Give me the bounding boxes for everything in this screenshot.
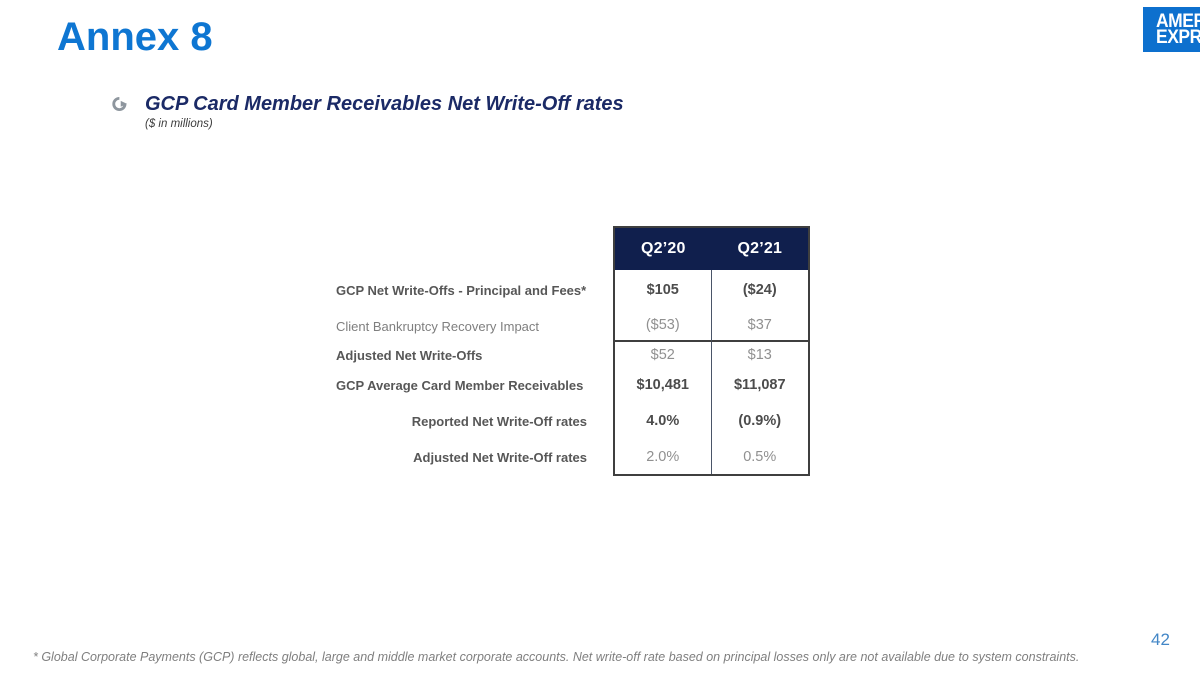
cell-net-write-offs-q2-20: $105 <box>615 270 712 310</box>
cell-adjusted-write-offs-q2-20: $52 <box>615 342 712 368</box>
cell-bankruptcy-q2-20: ($53) <box>615 310 712 342</box>
data-table: Q2’20 Q2’21 $105 ($24) ($53) $37 $52 $13… <box>613 226 810 476</box>
page-title: Annex 8 <box>57 15 213 59</box>
row-labels: GCP Net Write-Offs - Principal and Fees*… <box>336 270 591 474</box>
logo-text-line2: EXPRESS <box>1156 26 1200 48</box>
row-label-reported-rates: Reported Net Write-Off rates <box>411 413 587 429</box>
cell-adjusted-rates-q2-20: 2.0% <box>615 440 712 474</box>
column-header-q2-20: Q2’20 <box>615 228 712 270</box>
circular-arrow-icon <box>110 95 128 118</box>
row-label-net-write-offs: GCP Net Write-Offs - Principal and Fees* <box>336 282 587 298</box>
section-title: GCP Card Member Receivables Net Write-Of… <box>145 93 624 115</box>
cell-reported-rates-q2-21: (0.9%) <box>711 402 808 440</box>
american-express-logo: AMERICAN EXPRESS <box>1143 7 1200 52</box>
cell-avg-receivables-q2-20: $10,481 <box>615 368 712 402</box>
logo-text-line1: AMERICAN <box>1156 10 1200 32</box>
cell-net-write-offs-q2-21: ($24) <box>711 270 808 310</box>
row-label-bankruptcy-recovery: Client Bankruptcy Recovery Impact <box>336 318 540 334</box>
row-label-adjusted-rates: Adjusted Net Write-Off rates <box>413 449 587 465</box>
section-headline-block: GCP Card Member Receivables Net Write-Of… <box>110 93 624 130</box>
row-label-adjusted-write-offs: Adjusted Net Write-Offs <box>336 347 483 363</box>
cell-bankruptcy-q2-21: $37 <box>711 310 808 342</box>
column-header-q2-21: Q2’21 <box>711 228 808 270</box>
cell-adjusted-rates-q2-21: 0.5% <box>711 440 808 474</box>
cell-reported-rates-q2-20: 4.0% <box>615 402 712 440</box>
footnote: * Global Corporate Payments (GCP) reflec… <box>33 650 1080 664</box>
cell-adjusted-write-offs-q2-21: $13 <box>711 342 808 368</box>
cell-avg-receivables-q2-21: $11,087 <box>711 368 808 402</box>
page-number: 42 <box>1151 630 1170 649</box>
units-note: ($ in millions) <box>145 118 213 130</box>
row-label-avg-receivables: GCP Average Card Member Receivables <box>336 377 584 393</box>
